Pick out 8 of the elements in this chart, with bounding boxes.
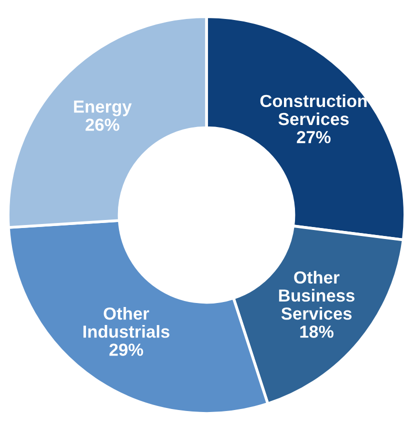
data-label: 26% [86, 118, 120, 131]
slice-label: Other Industrials [83, 306, 170, 338]
data-label: 29% [109, 344, 144, 356]
slice-label: Other Business Services [279, 270, 354, 320]
slice-label: Construction Services [260, 94, 367, 126]
data-label: 18% [300, 326, 334, 338]
data-label: 27% [296, 130, 331, 144]
slice-label: Energy [74, 100, 132, 116]
